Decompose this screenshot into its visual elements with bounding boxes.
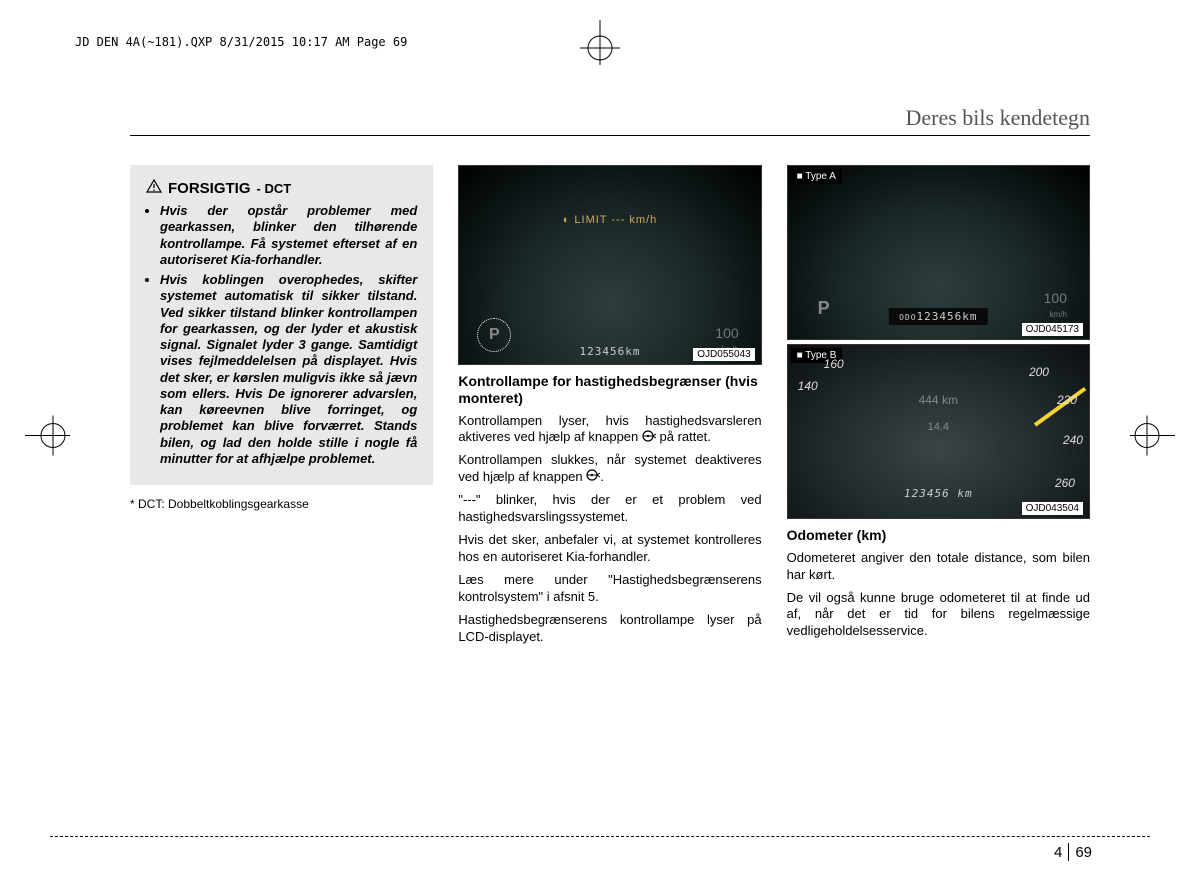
image-code: OJD045173 xyxy=(1022,323,1083,336)
page-divider xyxy=(1068,843,1069,861)
page-number-value: 69 xyxy=(1075,844,1092,861)
title-rule xyxy=(130,135,1090,136)
section-heading: Odometer (km) xyxy=(787,527,1090,544)
speed-limit-gauge-image: ◐ LIMIT --- km/h P 123456km 100 km/h OJD… xyxy=(458,165,761,365)
warning-icon xyxy=(146,179,162,197)
gauge-tick: 260 xyxy=(1055,476,1075,490)
caution-box: FORSIGTIG - DCT Hvis der opstår probleme… xyxy=(130,165,433,485)
speed-display: 100 km/h xyxy=(1044,291,1067,319)
odometer-type-b-image: ■ Type B 444 km 14.4 140 160 200 220 240… xyxy=(787,344,1090,519)
caution-title: FORSIGTIG - DCT xyxy=(146,179,417,197)
odometer-reading: ODO123456km xyxy=(889,308,987,325)
image-code: OJD043504 xyxy=(1022,502,1083,515)
gauge-tick: 240 xyxy=(1063,433,1083,447)
type-a-label: ■ Type A xyxy=(791,169,842,184)
odometer-type-a-image: ■ Type A P ODO123456km 100 km/h OJD04517… xyxy=(787,165,1090,340)
body-paragraph: Hvis det sker, anbefaler vi, at systemet… xyxy=(458,532,761,566)
chapter-number: 4 xyxy=(1054,844,1062,861)
body-paragraph: Hastighedsbegrænserens kontrollampe lyse… xyxy=(458,612,761,646)
odo-value: 123456km xyxy=(917,310,978,323)
gear-p-text: P xyxy=(489,326,500,344)
column-2: ◐ LIMIT --- km/h P 123456km 100 km/h OJD… xyxy=(458,165,761,652)
body-paragraph: Odometeret angiver den totale distance, … xyxy=(787,550,1090,584)
caution-item: Hvis koblingen overophedes, skifter syst… xyxy=(160,272,417,467)
limit-indicator: ◐ LIMIT --- km/h xyxy=(563,214,658,226)
column-1: FORSIGTIG - DCT Hvis der opstår probleme… xyxy=(130,165,433,652)
image-code: OJD055043 xyxy=(693,348,754,361)
speedometer-icon: ◐ xyxy=(563,214,571,226)
odo-prefix: ODO xyxy=(899,313,916,322)
gauge-tick: 220 xyxy=(1057,393,1077,407)
odometer-reading: 123456 km xyxy=(904,487,973,500)
speed-value: 100 xyxy=(1044,290,1067,306)
body-paragraph: Kontrollampen slukkes, når systemet deak… xyxy=(458,452,761,486)
gauge-tick: 200 xyxy=(1029,365,1049,379)
section-heading: Kontrollampe for hastighedsbegrænser (hv… xyxy=(458,373,761,407)
gear-indicator-circle: P xyxy=(477,318,511,352)
speed-unit: km/h xyxy=(1050,310,1067,319)
crop-mark-top xyxy=(570,20,630,65)
body-paragraph: Læs mere under "Hastighedsbegrænserens k… xyxy=(458,572,761,606)
page-footer-rule xyxy=(50,836,1150,837)
odometer-reading: 123456km xyxy=(579,345,640,358)
gauge-tick: 140 xyxy=(798,379,818,393)
print-header: JD DEN 4A(~181).QXP 8/31/2015 10:17 AM P… xyxy=(75,35,407,49)
page-number: 4 69 xyxy=(1054,843,1092,861)
caution-subtitle: - DCT xyxy=(257,181,292,196)
body-paragraph: De vil også kunne bruge odometeret til a… xyxy=(787,590,1090,641)
steering-icon xyxy=(642,430,656,447)
body-paragraph: "---" blinker, hvis der er et problem ve… xyxy=(458,492,761,526)
dct-footnote: * DCT: Dobbeltkoblingsgearkasse xyxy=(130,497,433,511)
crop-mark-left xyxy=(25,405,70,470)
caution-list: Hvis der opstår problemer med gearkassen… xyxy=(146,203,417,467)
limit-text: LIMIT --- km/h xyxy=(574,214,657,226)
gear-indicator: P xyxy=(818,298,830,319)
speed-value: 100 xyxy=(715,325,738,341)
body-paragraph: Kontrollampen lyser, hvis hastighedsvars… xyxy=(458,413,761,447)
column-3: ■ Type A P ODO123456km 100 km/h OJD04517… xyxy=(787,165,1090,652)
crop-mark-right xyxy=(1130,405,1175,470)
content-columns: FORSIGTIG - DCT Hvis der opstår probleme… xyxy=(130,165,1090,652)
caution-item: Hvis der opstår problemer med gearkassen… xyxy=(160,203,417,268)
page-title: Deres bils kendetegn xyxy=(906,105,1091,131)
caution-title-text: FORSIGTIG xyxy=(168,180,251,197)
steering-icon xyxy=(586,469,600,486)
gauge-tick: 160 xyxy=(824,357,844,371)
